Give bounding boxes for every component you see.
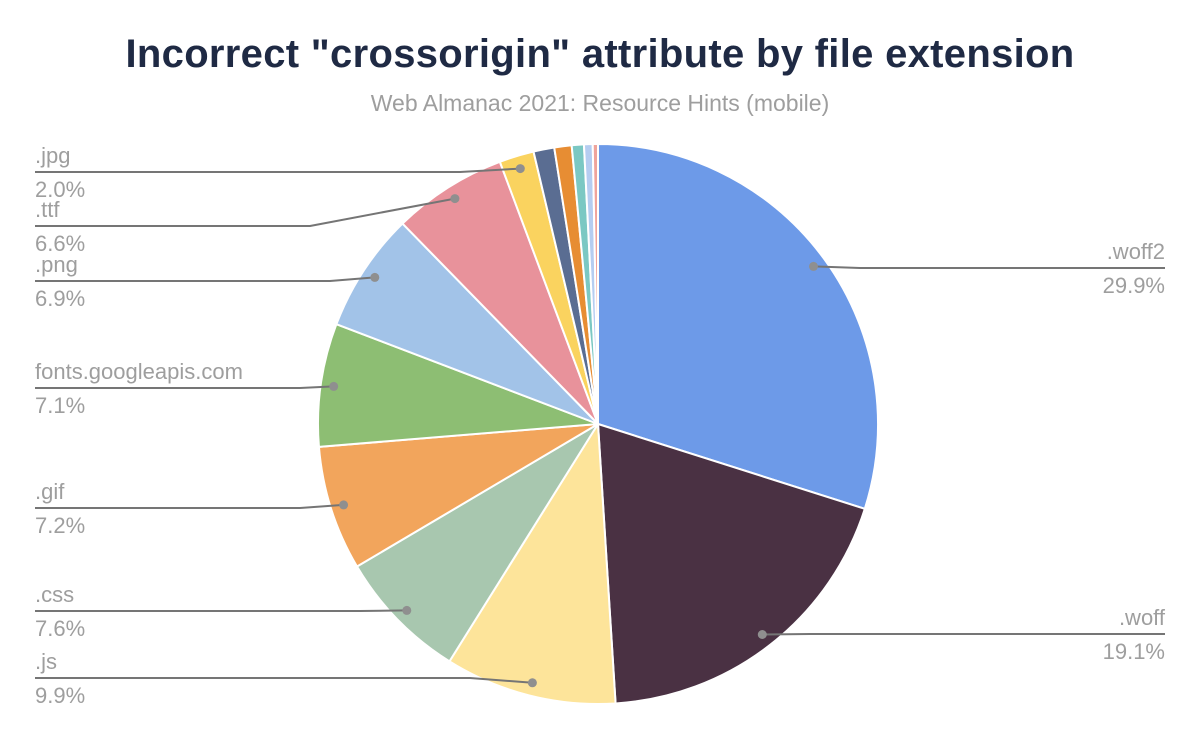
slice-label: .css [35, 582, 75, 607]
slice-value: 19.1% [1102, 639, 1165, 664]
slice-value: 7.1% [35, 393, 86, 418]
slice-label: .woff [1118, 605, 1165, 630]
anchor-dot-css [402, 605, 412, 615]
slice-label: .woff2 [1106, 239, 1165, 264]
callout-ttf: .ttf 6.6% [35, 195, 85, 258]
pie-slice-gif [317, 423, 599, 568]
leader-line-png [35, 276, 375, 282]
leader-line-js [35, 677, 533, 684]
callout-jpg: .jpg 2.0% [35, 141, 85, 204]
slice-value: 29.9% [1102, 273, 1165, 298]
slice-label: .ttf [35, 197, 60, 222]
slice-label: .png [35, 252, 78, 277]
leader-line-fontsgoogleapiscom [35, 385, 334, 389]
anchor-dot-jpg [515, 164, 525, 174]
slice-label: .jpg [35, 143, 71, 168]
pie-slice-woff2 [597, 143, 879, 510]
callout-css: .css 7.6% [35, 580, 85, 643]
callout-fonts-googleapis-com: fonts.googleapis.com 7.1% [35, 357, 243, 420]
chart-title: Incorrect "crossorigin" attribute by fil… [125, 32, 1075, 76]
leader-line-woff2 [813, 265, 1165, 269]
leader-line-ttf [35, 197, 456, 227]
slice-label: fonts.googleapis.com [35, 359, 243, 384]
callout-woff: .woff 19.1% [1103, 603, 1165, 666]
callout-woff2: .woff2 29.9% [1103, 237, 1165, 300]
chart-subtitle: Web Almanac 2021: Resource Hints (mobile… [370, 90, 830, 116]
anchor-dot-ttf [450, 194, 460, 204]
slice-value: 6.6% [35, 231, 86, 256]
leader-line-woff [762, 633, 1165, 636]
anchor-dot-woff [757, 630, 767, 639]
anchor-dot-woff2 [809, 261, 818, 271]
leader-line-jpg [35, 167, 521, 173]
anchor-dot-js [527, 678, 537, 688]
slice-value: 2.0% [35, 177, 86, 202]
slice-value: 7.6% [35, 616, 86, 641]
pie-slice-css [355, 423, 599, 663]
pie-slice-unlabeled-13 [591, 143, 599, 425]
leader-line-css [35, 609, 407, 612]
callout-png: .png 6.9% [35, 250, 85, 313]
slice-label: .gif [35, 479, 65, 504]
anchor-dot-gif [339, 500, 349, 510]
anchor-dot-fontsgoogleapiscom [329, 381, 339, 391]
anchor-dot-png [370, 272, 380, 282]
slice-value: 7.2% [35, 513, 86, 538]
slice-value: 6.9% [35, 286, 86, 311]
pie-slice-js [448, 423, 617, 705]
pie-slice-ttf [401, 160, 599, 425]
pie-slice-png [335, 222, 599, 425]
slice-value: 9.9% [35, 683, 86, 708]
callout-gif: .gif 7.2% [35, 477, 85, 540]
pie-slice-fontsgoogleapiscom [317, 323, 599, 448]
pie-slice-woff [597, 423, 866, 705]
leader-line-gif [35, 503, 344, 509]
slice-label: .js [35, 649, 57, 674]
callout-js: .js 9.9% [35, 647, 85, 710]
